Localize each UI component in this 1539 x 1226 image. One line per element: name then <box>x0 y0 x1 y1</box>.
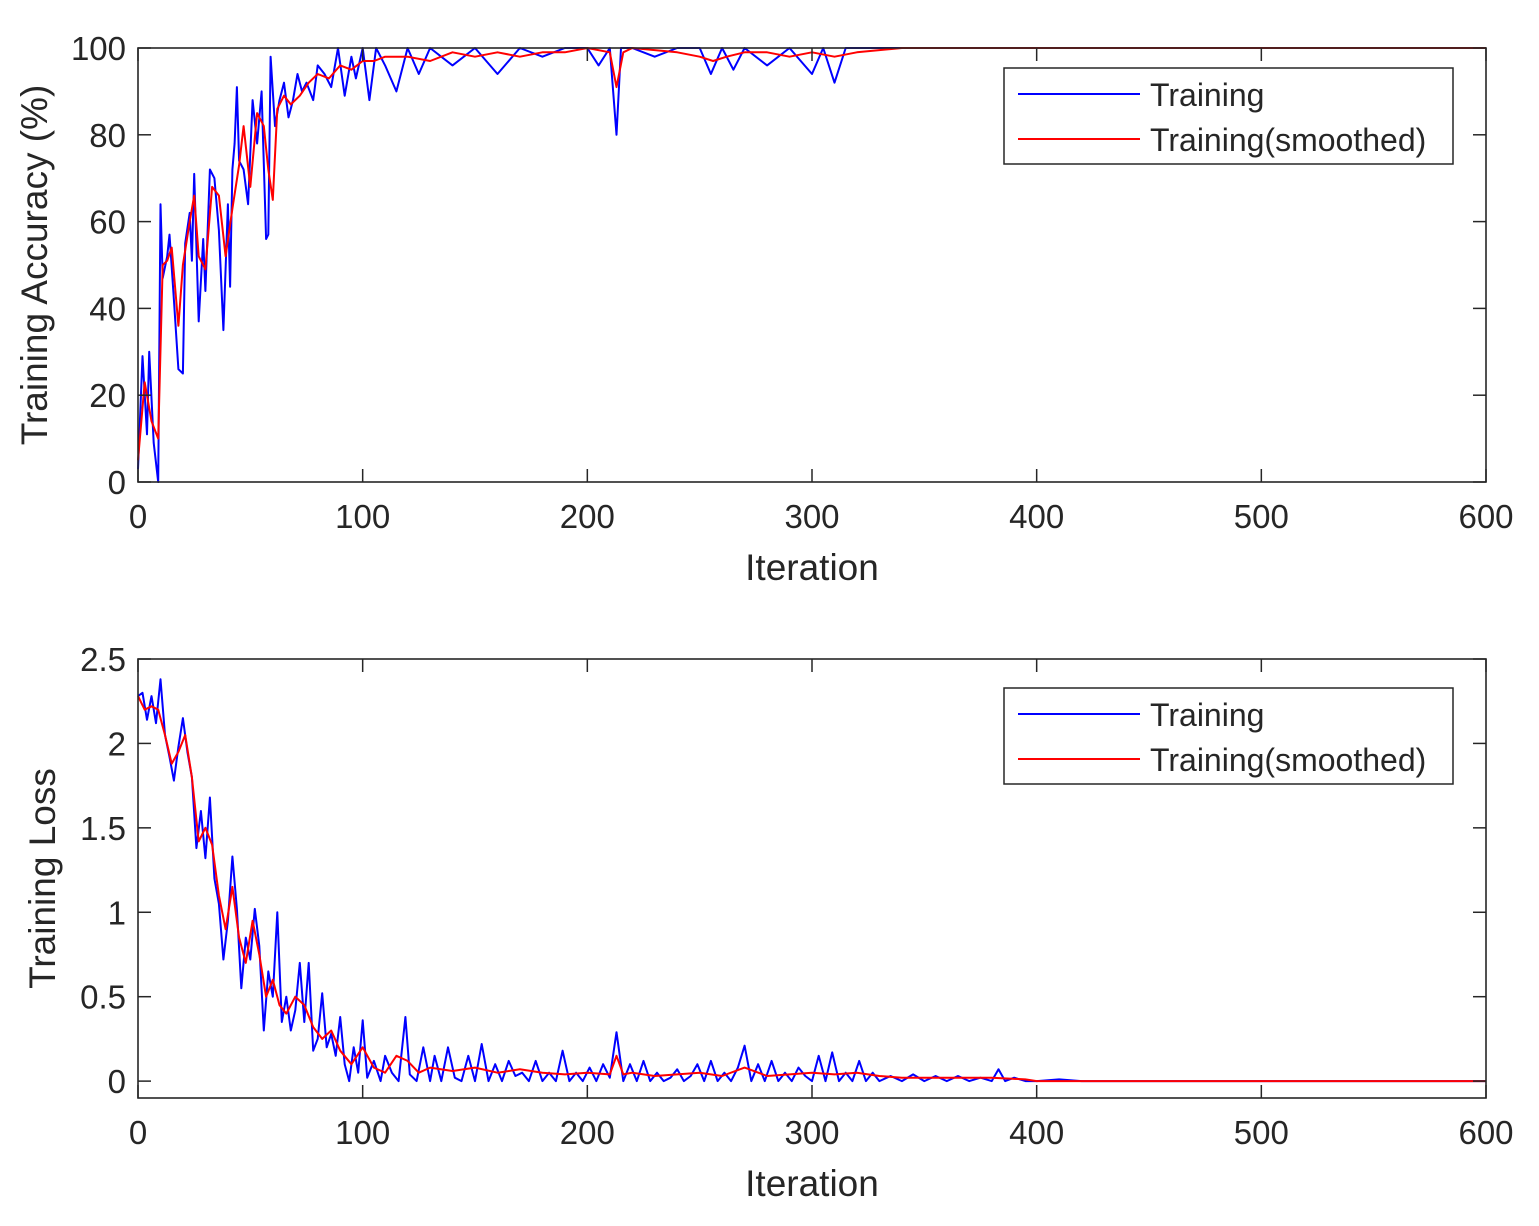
x-tick-label: 100 <box>335 498 390 535</box>
x-tick-label: 100 <box>335 1114 390 1151</box>
series-line-training <box>137 47 1486 483</box>
y-tick-label: 0 <box>108 1063 126 1100</box>
y-tick-label: 80 <box>89 117 126 154</box>
legend-label-training-smoothed: Training(smoothed) <box>1150 122 1426 158</box>
y-axis-label: Training Loss <box>22 768 63 989</box>
y-tick-label: 40 <box>89 290 126 327</box>
x-tick-label: 400 <box>1009 498 1064 535</box>
x-axis-label: Iteration <box>745 1163 879 1204</box>
y-tick-label: 60 <box>89 204 126 241</box>
legend-box <box>1003 67 1454 165</box>
y-tick-label: 2.5 <box>80 641 126 678</box>
y-tick-label: 100 <box>71 30 126 67</box>
accuracy-chart: 0 100 200 300 400 500 600 0 20 40 60 80 100 Iteration… <box>14 30 1514 588</box>
legend-label-training: Training <box>1150 697 1264 733</box>
y-axis-label: Training Accuracy (%) <box>14 85 55 446</box>
x-tick-label: 200 <box>560 498 615 535</box>
loss-chart: 0 100 200 300 400 500 600 0 0.5 1 1.5 2 2.5 Iteration… <box>22 641 1514 1204</box>
y-tick-label: 1 <box>108 894 126 931</box>
x-tick-label: 600 <box>1458 1114 1513 1151</box>
legend-box <box>1003 687 1454 785</box>
series-line-training <box>137 678 1486 1083</box>
legend: Training Training(smoothed) <box>1003 67 1454 165</box>
y-tick-label: 0.5 <box>80 979 126 1016</box>
y-tick-label: 0 <box>108 464 126 501</box>
y-tick-label: 1.5 <box>80 810 126 847</box>
legend-label-training: Training <box>1150 77 1264 113</box>
y-tick-label: 20 <box>89 377 126 414</box>
x-tick-label: 500 <box>1234 1114 1289 1151</box>
x-axis-label: Iteration <box>745 547 879 588</box>
y-tick-label: 2 <box>108 725 126 762</box>
legend: Training Training(smoothed) <box>1003 687 1454 785</box>
x-tick-label: 400 <box>1009 1114 1064 1151</box>
legend-label-training-smoothed: Training(smoothed) <box>1150 742 1426 778</box>
x-tick-label: 500 <box>1234 498 1289 535</box>
x-tick-label: 300 <box>784 1114 839 1151</box>
x-tick-label: 300 <box>784 498 839 535</box>
x-tick-label: 600 <box>1458 498 1513 535</box>
series-line-training-smoothed <box>137 695 1486 1083</box>
x-tick-label: 0 <box>129 498 147 535</box>
x-tick-label: 0 <box>129 1114 147 1151</box>
x-tick-label: 200 <box>560 1114 615 1151</box>
